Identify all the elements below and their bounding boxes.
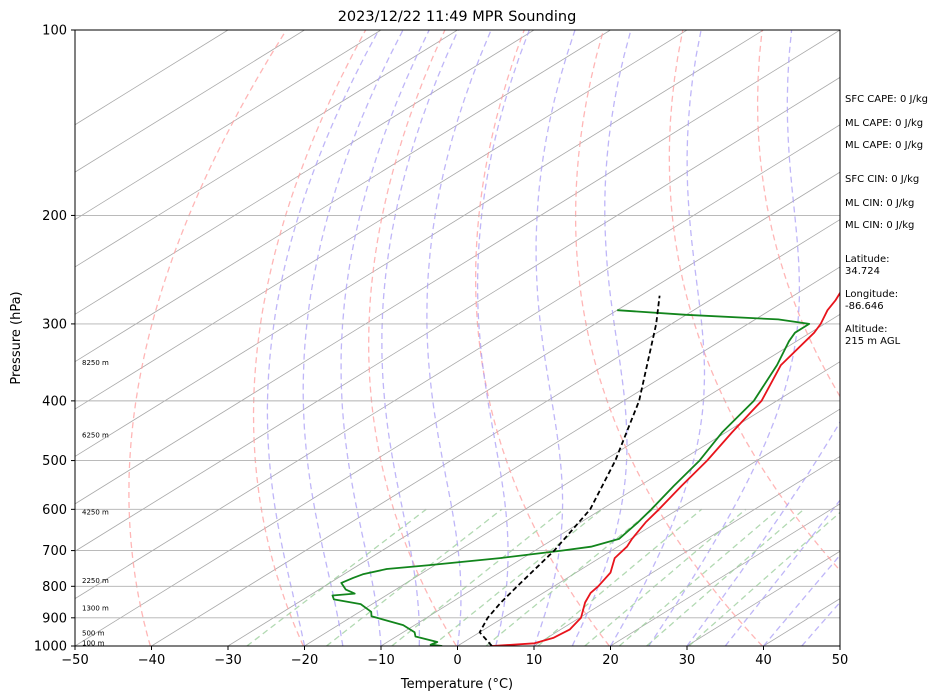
parameter-text: ML CAPE: 0 J/kg [845, 140, 923, 151]
parameter-text: 215 m AGL [845, 336, 901, 347]
dewpoint-trace [331, 309, 811, 646]
x-tick-label: −50 [61, 653, 88, 668]
height-label: 100 m [82, 639, 105, 647]
height-label: 4250 m [82, 508, 109, 516]
moist-adiabat [266, 30, 380, 646]
isotherm [75, 30, 611, 363]
isotherm [75, 30, 688, 410]
dry-adiabat [128, 30, 287, 646]
dry-adiabat [574, 30, 763, 646]
moist-adiabat [340, 30, 430, 646]
y-tick-label: 100 [42, 24, 67, 39]
y-axis-label: Pressure (hPa) [9, 291, 24, 384]
isotherm [75, 30, 305, 173]
temperature-trace [491, 291, 840, 646]
isotherm [610, 503, 840, 646]
parameter-text: -86.646 [845, 301, 884, 312]
x-axis-label: Temperature (°C) [400, 677, 513, 692]
mixing-ratio-line [688, 511, 840, 646]
isotherm [533, 455, 840, 646]
dry-adiabat [756, 30, 840, 398]
sounding-parameters-panel: SFC CAPE: 0 J/kg ML CAPE: 0 J/kg ML CAPE: … [845, 94, 928, 347]
y-tick-label: 1000 [34, 640, 67, 655]
parameter-text: SFC CAPE: 0 J/kg [845, 94, 928, 105]
moist-adiabat [381, 30, 459, 646]
parameter-text: Latitude: [845, 254, 890, 265]
height-label: 6250 m [82, 431, 109, 439]
moist-adiabat [686, 420, 840, 646]
isotherm [75, 30, 764, 457]
mixing-ratio-line [431, 508, 603, 646]
isotherm [151, 219, 840, 646]
y-tick-label: 500 [42, 454, 67, 469]
y-tick-label: 800 [42, 580, 67, 595]
parameter-text: ML CAPE: 0 J/kg [845, 118, 923, 129]
height-label: 8250 m [82, 359, 109, 367]
parameter-text: Longitude: [845, 289, 898, 300]
x-tick-label: 50 [832, 653, 849, 668]
chart-title: 2023/12/22 11:49 MPR Sounding [338, 9, 577, 25]
x-tick-label: 20 [602, 653, 619, 668]
dry-adiabat [475, 30, 610, 646]
y-tick-label: 700 [42, 544, 67, 559]
parameter-text: ML CIN: 0 J/kg [845, 220, 914, 231]
isotherm [457, 408, 840, 646]
dry-adiabat [921, 30, 947, 646]
height-label: 2250 m [82, 577, 109, 585]
x-tick-label: 30 [679, 653, 696, 668]
isotherm [75, 30, 535, 315]
parameter-text: Altitude: [845, 324, 887, 335]
sounding-traces [331, 291, 840, 646]
isotherm [304, 313, 840, 646]
mixing-ratio-line [246, 508, 427, 646]
mixing-ratio-line [391, 508, 565, 646]
moist-adiabat [724, 499, 840, 646]
moist-adiabat [571, 30, 632, 646]
x-axis-ticks: −50 −40 −30 −20 −10 0 10 20 30 40 50 [61, 646, 848, 668]
y-tick-label: 200 [42, 209, 67, 224]
moist-adiabat [648, 30, 801, 646]
x-tick-label: −30 [214, 653, 241, 668]
height-label: 500 m [82, 630, 105, 638]
y-tick-label: 900 [42, 611, 67, 626]
y-axis-ticks: 100 200 300 400 500 600 700 800 900 1000 [34, 24, 75, 655]
isotherm [75, 171, 840, 646]
parcel-trace [478, 295, 661, 646]
isotherm [227, 266, 840, 646]
x-tick-label: 40 [755, 653, 772, 668]
isotherm [75, 30, 382, 221]
x-tick-label: 0 [453, 653, 461, 668]
moist-adiabat [533, 30, 576, 646]
dry-adiabat [252, 30, 367, 646]
dry-adiabat [368, 30, 457, 646]
x-tick-label: −40 [138, 653, 165, 668]
y-tick-label: 300 [42, 317, 67, 332]
background-lines [75, 30, 947, 646]
dry-adiabat [668, 30, 840, 572]
isotherm [75, 76, 840, 552]
parameter-text: 34.724 [845, 266, 880, 277]
x-tick-label: −10 [367, 653, 394, 668]
height-label: 1300 m [82, 605, 109, 613]
mixing-ratio-line [618, 508, 779, 646]
parameter-text: ML CIN: 0 J/kg [845, 198, 914, 209]
moist-adiabat [476, 30, 530, 646]
isotherm [380, 361, 840, 646]
isotherm [75, 30, 458, 268]
y-tick-label: 600 [42, 503, 67, 518]
y-tick-label: 400 [42, 394, 67, 409]
x-tick-label: 10 [526, 653, 543, 668]
moist-adiabat [609, 30, 706, 646]
x-tick-label: −20 [291, 653, 318, 668]
parameter-text: SFC CIN: 0 J/kg [845, 174, 919, 185]
isotherm [75, 124, 840, 600]
moist-adiabat [302, 30, 404, 646]
moist-adiabat [426, 30, 492, 646]
isotherm [75, 30, 840, 505]
